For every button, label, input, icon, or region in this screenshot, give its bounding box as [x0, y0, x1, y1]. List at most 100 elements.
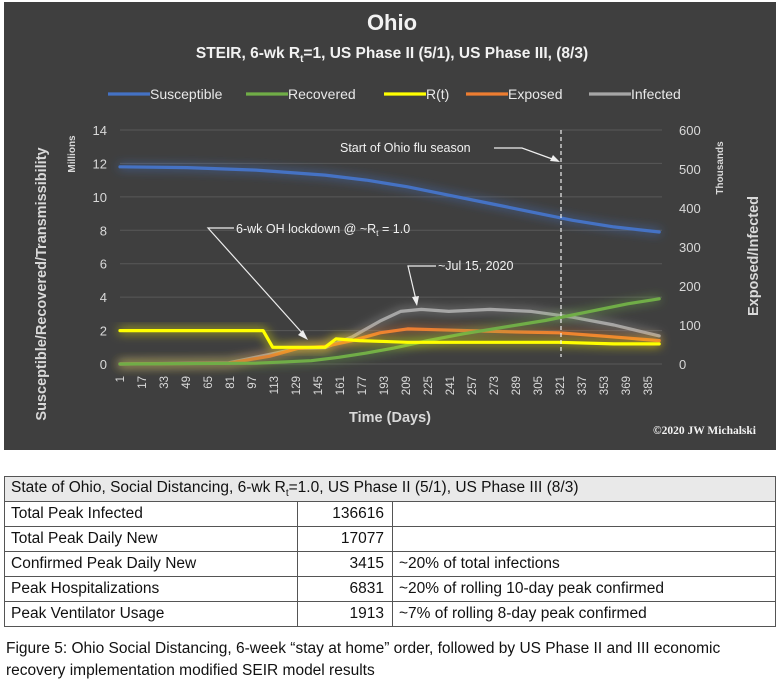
series-line-infected: [118, 307, 661, 366]
row-value: 6831: [297, 576, 393, 602]
x-tick-label: 177: [357, 376, 369, 395]
left-tick-label: 8: [100, 223, 107, 238]
right-tick-label: 300: [679, 240, 701, 255]
subtitle-sub: t: [300, 54, 304, 65]
table-header-post: =1.0, US Phase II (5/1), US Phase III (8…: [288, 478, 579, 496]
series-line-susceptible: [118, 165, 661, 234]
row-note: [392, 526, 776, 552]
row-label: Confirmed Peak Daily New: [4, 551, 298, 577]
chart-subtitle: STEIR, 6-wk Rt=1, US Phase II (5/1), US …: [196, 45, 588, 65]
results-table-wrap: State of Ohio, Social Distancing, 6-wk R…: [4, 476, 776, 627]
x-tick-label: 385: [643, 376, 655, 395]
row-value: 136616: [297, 501, 393, 527]
x-tick-label: 65: [203, 376, 215, 389]
x-tick-label: 113: [269, 376, 281, 394]
x-tick-label: 257: [467, 376, 479, 395]
annotation-lockdown-arrowhead: [298, 330, 308, 340]
row-label: Total Peak Daily New: [4, 526, 298, 552]
row-value: 17077: [297, 526, 393, 552]
right-axis-label: Exposed/Infected: [746, 196, 762, 316]
left-tick-label: 6: [100, 257, 107, 272]
left-tick-label: 0: [100, 357, 107, 372]
left-tick-label: 2: [100, 324, 107, 339]
annotation-flu-season: Start of Ohio flu season: [340, 141, 471, 155]
table-row: Peak Ventilator Usage 1913 ~7% of rollin…: [4, 601, 776, 627]
table-row: Total Peak Infected 136616: [4, 501, 776, 527]
annotation-jul15-arrowhead: [412, 296, 419, 306]
x-tick-label: 81: [225, 376, 237, 389]
x-tick-label: 129: [291, 376, 303, 395]
left-tick-label: 14: [93, 123, 107, 138]
annotation-flu-arrowhead: [550, 155, 560, 162]
table-header: State of Ohio, Social Distancing, 6-wk R…: [4, 476, 776, 502]
left-tick-label: 12: [93, 156, 107, 171]
lockdown-sub: t: [376, 228, 379, 238]
chart-title: Ohio: [367, 10, 417, 35]
x-tick-label: 209: [401, 376, 413, 395]
subtitle-post: =1, US Phase II (5/1), US Phase III, (8/…: [303, 45, 588, 62]
legend-label-rt: R(t): [426, 86, 449, 102]
table-header-row: State of Ohio, Social Distancing, 6-wk R…: [4, 476, 776, 502]
table-row: Peak Hospitalizations 6831 ~20% of rolli…: [4, 576, 776, 602]
x-tick-label: 289: [511, 376, 523, 395]
x-tick-label: 97: [247, 376, 259, 389]
annotation-jul15: ~Jul 15, 2020: [438, 259, 513, 273]
x-tick-label: 145: [313, 376, 325, 395]
x-tick-label: 241: [445, 376, 457, 395]
row-note: ~7% of rolling 8-day peak confirmed: [392, 601, 776, 627]
x-tick-label: 193: [379, 376, 391, 395]
left-tick-label: 10: [93, 190, 107, 205]
right-tick-label: 500: [679, 162, 701, 177]
x-tick-label: 17: [137, 376, 149, 389]
x-tick-label: 305: [533, 376, 545, 395]
right-tick-label: 600: [679, 123, 701, 138]
x-tick-label: 369: [621, 376, 633, 395]
series-group: [118, 165, 661, 366]
x-tick-label: 353: [599, 376, 611, 395]
series-line-rt: [118, 329, 661, 349]
annotation-lockdown: 6-wk OH lockdown @ ~Rt = 1.0: [236, 222, 410, 238]
table-header-sub: t: [285, 488, 289, 500]
right-tick-label: 100: [679, 318, 701, 333]
left-tick-label: 4: [100, 290, 107, 305]
right-axis-units: Thousands: [715, 141, 726, 195]
table-row: Total Peak Daily New 17077: [4, 526, 776, 552]
x-tick-label: 49: [181, 376, 193, 389]
row-label: Peak Hospitalizations: [4, 576, 298, 602]
chart-panel: Ohio STEIR, 6-wk Rt=1, US Phase II (5/1)…: [4, 2, 776, 450]
table-row: Confirmed Peak Daily New 3415 ~20% of to…: [4, 551, 776, 577]
copyright: ©2020 JW Michalski: [653, 425, 757, 437]
tick-labels: 0 2 4 6 8 10 12 14 0 100 200 300 400 500 600 1 17 33 49 65 8…: [93, 123, 701, 395]
chart-svg: Ohio STEIR, 6-wk Rt=1, US Phase II (5/1)…: [34, 10, 762, 437]
row-value: 3415: [297, 551, 393, 577]
x-tick-label: 273: [489, 376, 501, 395]
legend-label-susceptible: Susceptible: [150, 86, 223, 102]
chart-legend: Susceptible Recovered R(t) Exposed Infected: [108, 86, 681, 102]
x-tick-label: 33: [159, 376, 171, 389]
legend-label-exposed: Exposed: [508, 86, 562, 102]
row-label: Total Peak Infected: [4, 501, 298, 527]
right-tick-label: 400: [679, 201, 701, 216]
x-tick-label: 225: [423, 376, 435, 395]
results-table: State of Ohio, Social Distancing, 6-wk R…: [4, 476, 776, 627]
row-label: Peak Ventilator Usage: [4, 601, 298, 627]
row-note: ~20% of total infections: [392, 551, 776, 577]
x-tick-label: 161: [335, 376, 347, 395]
left-axis-units: Millions: [67, 135, 78, 173]
series-line-recovered: [118, 297, 661, 366]
grid: [120, 129, 662, 365]
row-value: 1913: [297, 601, 393, 627]
x-tick-label: 1: [115, 376, 127, 382]
x-axis-label: Time (Days): [349, 410, 431, 426]
figure-caption: Figure 5: Ohio Social Distancing, 6-week…: [6, 640, 721, 679]
subtitle-pre: STEIR, 6-wk R: [196, 45, 300, 62]
legend-label-infected: Infected: [631, 86, 681, 102]
left-axis-label: Susceptible/Recovered/Transmissibility: [34, 147, 50, 420]
x-tick-label: 337: [577, 376, 589, 395]
right-tick-label: 0: [679, 357, 686, 372]
annotation-flu-arrow: [494, 147, 556, 161]
annotation-lockdown-arrow: [206, 227, 305, 336]
right-tick-label: 200: [679, 279, 701, 294]
row-note: ~20% of rolling 10-day peak confirmed: [392, 576, 776, 602]
row-note: [392, 501, 776, 527]
